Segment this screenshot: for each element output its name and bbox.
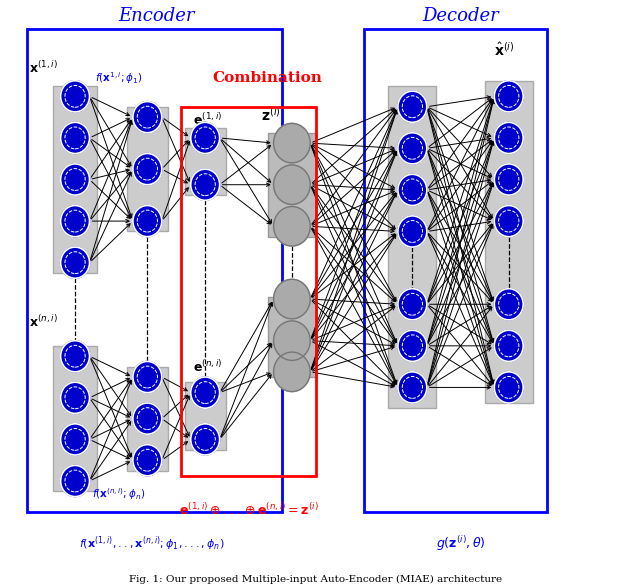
Circle shape bbox=[494, 372, 523, 403]
Bar bbox=[27, 29, 283, 512]
Circle shape bbox=[398, 331, 427, 362]
Text: Decoder: Decoder bbox=[422, 7, 499, 25]
Circle shape bbox=[133, 403, 162, 434]
Bar bbox=[181, 107, 316, 476]
Bar bbox=[53, 346, 97, 492]
Bar bbox=[364, 29, 547, 512]
Circle shape bbox=[494, 289, 523, 320]
Bar bbox=[185, 382, 226, 450]
Text: $\hat{\mathbf{x}}^{(i)}$: $\hat{\mathbf{x}}^{(i)}$ bbox=[494, 40, 515, 59]
Circle shape bbox=[191, 424, 220, 455]
Bar bbox=[388, 86, 437, 408]
Text: $\mathbf{e}^{(1,i)} \oplus ... \oplus \mathbf{e}^{(n,i)} = \mathbf{z}^{(i)}$: $\mathbf{e}^{(1,i)} \oplus ... \oplus \m… bbox=[179, 502, 319, 517]
Circle shape bbox=[133, 445, 162, 476]
Circle shape bbox=[274, 280, 310, 319]
Circle shape bbox=[61, 340, 90, 372]
Circle shape bbox=[274, 321, 310, 360]
Circle shape bbox=[494, 122, 523, 154]
Circle shape bbox=[61, 465, 90, 496]
Text: $f(\mathbf{x}^{(1,i)},..,\mathbf{x}^{(n,i)};\phi_1,...,\phi_n)$: $f(\mathbf{x}^{(1,i)},..,\mathbf{x}^{(n,… bbox=[80, 534, 225, 553]
Text: $\mathbf{x}^{(1,i)}$: $\mathbf{x}^{(1,i)}$ bbox=[29, 60, 58, 76]
Bar bbox=[53, 86, 97, 273]
Circle shape bbox=[398, 216, 427, 247]
Circle shape bbox=[494, 164, 523, 195]
Circle shape bbox=[398, 372, 427, 403]
Circle shape bbox=[191, 122, 220, 154]
Circle shape bbox=[61, 247, 90, 278]
Bar bbox=[485, 81, 533, 403]
Text: $\mathbf{x}^{(n,i)}$: $\mathbf{x}^{(n,i)}$ bbox=[29, 315, 58, 331]
Circle shape bbox=[398, 174, 427, 206]
Circle shape bbox=[494, 331, 523, 362]
Circle shape bbox=[61, 382, 90, 413]
Text: Encoder: Encoder bbox=[119, 7, 195, 25]
Bar bbox=[268, 132, 316, 237]
Circle shape bbox=[191, 377, 220, 408]
Text: $\mathbf{e}^{(1,i)}$: $\mathbf{e}^{(1,i)}$ bbox=[193, 112, 222, 128]
Circle shape bbox=[61, 206, 90, 237]
Circle shape bbox=[133, 362, 162, 393]
Circle shape bbox=[398, 91, 427, 122]
Bar bbox=[185, 128, 226, 195]
Circle shape bbox=[133, 101, 162, 132]
Circle shape bbox=[494, 206, 523, 237]
Circle shape bbox=[274, 206, 310, 246]
Text: Combination: Combination bbox=[213, 71, 323, 85]
Circle shape bbox=[274, 124, 310, 163]
Text: $g(\mathbf{z}^{(i)},\theta)$: $g(\mathbf{z}^{(i)},\theta)$ bbox=[435, 534, 485, 553]
Circle shape bbox=[133, 206, 162, 237]
Circle shape bbox=[274, 165, 310, 205]
Circle shape bbox=[398, 289, 427, 320]
Circle shape bbox=[61, 424, 90, 455]
Circle shape bbox=[61, 164, 90, 195]
Bar bbox=[127, 367, 168, 471]
Circle shape bbox=[398, 132, 427, 164]
Circle shape bbox=[191, 169, 220, 200]
Text: $f(\mathbf{x}^{1,i};\phi_1)$: $f(\mathbf{x}^{1,i};\phi_1)$ bbox=[95, 70, 142, 86]
Circle shape bbox=[133, 154, 162, 185]
Text: $\mathbf{z}^{(i)}$: $\mathbf{z}^{(i)}$ bbox=[260, 105, 280, 124]
Circle shape bbox=[61, 122, 90, 154]
Circle shape bbox=[61, 81, 90, 112]
Text: $f(\mathbf{x}^{(n,i)};\phi_n)$: $f(\mathbf{x}^{(n,i)};\phi_n)$ bbox=[92, 486, 145, 502]
Text: $\mathbf{e}^{(n,i)}$: $\mathbf{e}^{(n,i)}$ bbox=[193, 359, 222, 374]
Circle shape bbox=[494, 81, 523, 112]
Text: Fig. 1: Our proposed Multiple-input Auto-Encoder (MIAE) architecture: Fig. 1: Our proposed Multiple-input Auto… bbox=[130, 575, 502, 584]
Bar bbox=[127, 107, 168, 231]
Bar bbox=[268, 297, 316, 377]
Circle shape bbox=[274, 352, 310, 391]
